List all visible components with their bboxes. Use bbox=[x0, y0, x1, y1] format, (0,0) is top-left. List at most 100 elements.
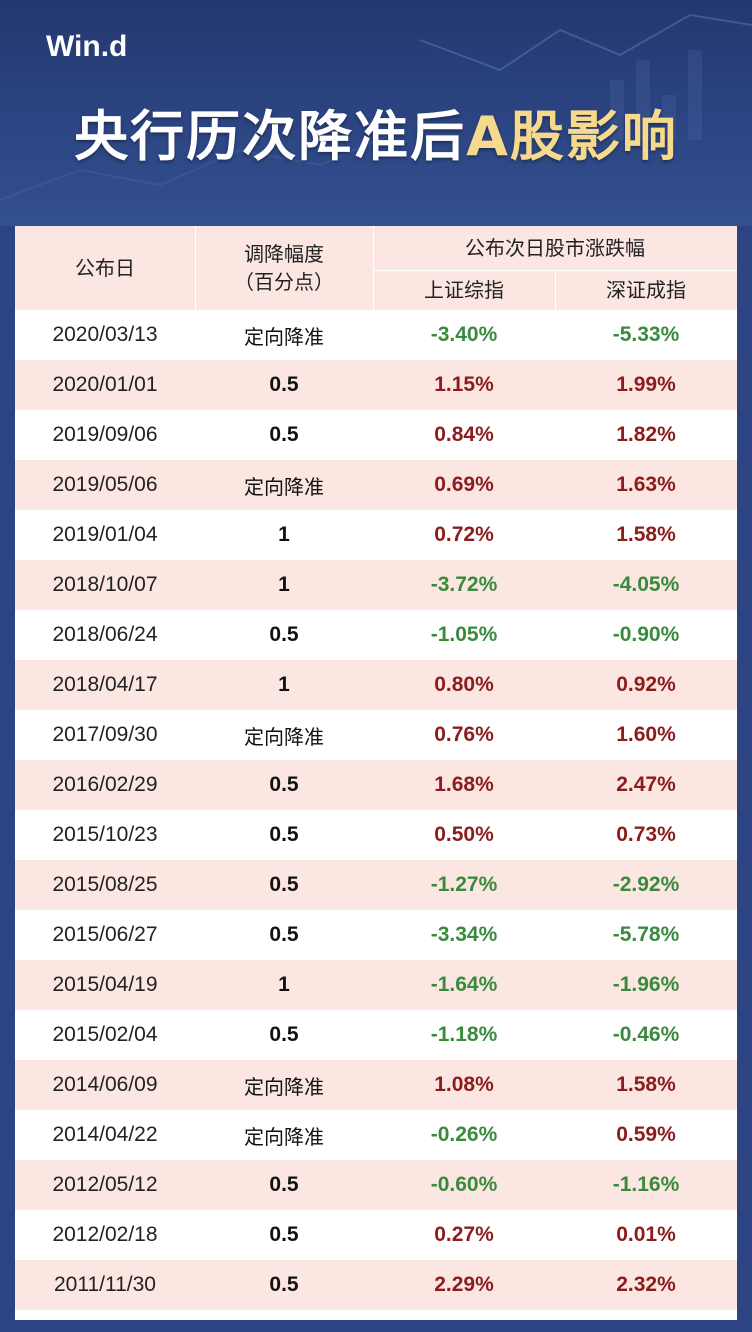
cell-sz: 2.47% bbox=[616, 773, 676, 796]
cell-sz: 1.63% bbox=[616, 473, 676, 496]
cell-sh: -1.18% bbox=[430, 1023, 498, 1046]
title-highlight: A股影响 bbox=[466, 105, 678, 168]
cell-date: 2012/05/12 bbox=[52, 1173, 158, 1196]
table-row: 2018/04/17 1 0.80% 0.92% bbox=[15, 660, 737, 710]
cell-sh: 0.50% bbox=[434, 823, 494, 846]
table-row: 2018/10/07 1 -3.72% -4.05% bbox=[15, 560, 737, 610]
header-cut-line2: （百分点） bbox=[234, 270, 334, 294]
cell-sh: 0.80% bbox=[434, 673, 494, 696]
cell-date: 2018/06/24 bbox=[52, 623, 158, 646]
cell-cut: 0.5 bbox=[269, 1173, 299, 1196]
cell-date: 2016/02/29 bbox=[52, 773, 158, 796]
table-row: 2018/06/24 0.5 -1.05% -0.90% bbox=[15, 610, 737, 660]
table-row: 2020/03/13 定向降准 -3.40% -5.33% bbox=[15, 310, 737, 360]
cell-cut: 定向降准 bbox=[244, 324, 324, 349]
header-shanghai: 上证综指 bbox=[424, 278, 504, 302]
cell-cut: 0.5 bbox=[269, 773, 299, 796]
cell-cut: 0.5 bbox=[269, 1223, 299, 1246]
cell-cut: 0.5 bbox=[269, 423, 299, 446]
cell-sz: 1.58% bbox=[616, 1073, 676, 1096]
table-row: 2015/10/23 0.5 0.50% 0.73% bbox=[15, 810, 737, 860]
cell-sh: 0.84% bbox=[434, 423, 494, 446]
cell-cut: 定向降准 bbox=[244, 474, 324, 499]
header-divider bbox=[373, 226, 374, 310]
cell-date: 2015/04/19 bbox=[52, 973, 158, 996]
table-row: 2020/01/01 0.5 1.15% 1.99% bbox=[15, 360, 737, 410]
cell-sz: -4.05% bbox=[612, 573, 680, 596]
rrr-cut-table: Win.d 公布日 调降幅度 （百分点） 公布次日股市涨跌幅 上证综指 深证成指… bbox=[15, 226, 737, 1320]
cell-cut: 1 bbox=[278, 523, 290, 546]
cell-date: 2020/01/01 bbox=[52, 373, 158, 396]
cell-date: 2015/10/23 bbox=[52, 823, 158, 846]
header-shenzhen: 深证成指 bbox=[606, 278, 686, 302]
cell-date: 2015/08/25 bbox=[52, 873, 158, 896]
cell-sh: -1.64% bbox=[430, 973, 498, 996]
cell-sz: 1.82% bbox=[616, 423, 676, 446]
cell-sz: -0.90% bbox=[612, 623, 680, 646]
cell-sh: 2.29% bbox=[434, 1273, 494, 1296]
cell-date: 2014/06/09 bbox=[52, 1073, 158, 1096]
cell-cut: 0.5 bbox=[269, 923, 299, 946]
wind-logo: Win.d bbox=[46, 30, 128, 63]
cell-cut: 1 bbox=[278, 573, 290, 596]
table-header: 公布日 调降幅度 （百分点） 公布次日股市涨跌幅 上证综指 深证成指 bbox=[15, 226, 737, 310]
cell-sh: 1.68% bbox=[434, 773, 494, 796]
table-row: 2015/06/27 0.5 -3.34% -5.78% bbox=[15, 910, 737, 960]
cell-sh: 1.15% bbox=[434, 373, 494, 396]
cell-cut: 定向降准 bbox=[244, 1124, 324, 1149]
table-row: 2015/04/19 1 -1.64% -1.96% bbox=[15, 960, 737, 1010]
cell-sz: 0.92% bbox=[616, 673, 676, 696]
header-divider bbox=[373, 270, 737, 271]
header-cut-line1: 调降幅度 bbox=[244, 242, 324, 266]
header-date: 公布日 bbox=[75, 256, 135, 280]
cell-sz: -2.92% bbox=[612, 873, 680, 896]
cell-date: 2019/05/06 bbox=[52, 473, 158, 496]
cell-sz: -0.46% bbox=[612, 1023, 680, 1046]
cell-sh: -3.40% bbox=[430, 323, 498, 346]
cell-date: 2014/04/22 bbox=[52, 1123, 158, 1146]
table-row: 2012/05/12 0.5 -0.60% -1.16% bbox=[15, 1160, 737, 1210]
cell-sh: 0.69% bbox=[434, 473, 494, 496]
cell-cut: 0.5 bbox=[269, 823, 299, 846]
decorative-chart-lines bbox=[0, 13, 752, 201]
cell-cut: 0.5 bbox=[269, 623, 299, 646]
cell-date: 2015/02/04 bbox=[52, 1023, 158, 1046]
table-row: 2017/09/30 定向降准 0.76% 1.60% bbox=[15, 710, 737, 760]
cell-cut: 0.5 bbox=[269, 373, 299, 396]
cell-sz: 2.32% bbox=[616, 1273, 676, 1296]
cell-cut: 1 bbox=[278, 673, 290, 696]
header-divider bbox=[195, 226, 196, 310]
cell-sh: -3.72% bbox=[430, 573, 498, 596]
cell-sz: -5.33% bbox=[612, 323, 680, 346]
cell-date: 2020/03/13 bbox=[52, 323, 158, 346]
table-row: 2012/02/18 0.5 0.27% 0.01% bbox=[15, 1210, 737, 1260]
cell-sh: -1.05% bbox=[430, 623, 498, 646]
table-row: 2015/02/04 0.5 -1.18% -0.46% bbox=[15, 1010, 737, 1060]
table-row: 2015/08/25 0.5 -1.27% -2.92% bbox=[15, 860, 737, 910]
cell-cut: 0.5 bbox=[269, 1273, 299, 1296]
table-row: 2014/04/22 定向降准 -0.26% 0.59% bbox=[15, 1110, 737, 1160]
cell-sh: 0.27% bbox=[434, 1223, 494, 1246]
cell-cut: 1 bbox=[278, 973, 290, 996]
table-row: 2019/09/06 0.5 0.84% 1.82% bbox=[15, 410, 737, 460]
cell-sh: -0.26% bbox=[430, 1123, 498, 1146]
cell-sz: 0.59% bbox=[616, 1123, 676, 1146]
cell-sh: -3.34% bbox=[430, 923, 498, 946]
cell-date: 2018/04/17 bbox=[52, 673, 158, 696]
table-row: 2014/06/09 定向降准 1.08% 1.58% bbox=[15, 1060, 737, 1110]
cell-sz: -1.16% bbox=[612, 1173, 680, 1196]
table-row: 2011/11/30 0.5 2.29% 2.32% bbox=[15, 1260, 737, 1310]
cell-sh: -1.27% bbox=[430, 873, 498, 896]
title-main: 央行历次降准后 bbox=[74, 105, 467, 168]
cell-date: 2019/01/04 bbox=[52, 523, 158, 546]
page-title: 央行历次降准后A股影响 bbox=[0, 92, 752, 171]
cell-sz: 0.01% bbox=[616, 1223, 676, 1246]
table-row: 2019/01/04 1 0.72% 1.58% bbox=[15, 510, 737, 560]
cell-sz: -5.78% bbox=[612, 923, 680, 946]
cell-date: 2012/02/18 bbox=[52, 1223, 158, 1246]
cell-cut: 0.5 bbox=[269, 1023, 299, 1046]
cell-sh: 1.08% bbox=[434, 1073, 494, 1096]
cell-date: 2018/10/07 bbox=[52, 573, 158, 596]
cell-cut: 0.5 bbox=[269, 873, 299, 896]
cell-date: 2015/06/27 bbox=[52, 923, 158, 946]
